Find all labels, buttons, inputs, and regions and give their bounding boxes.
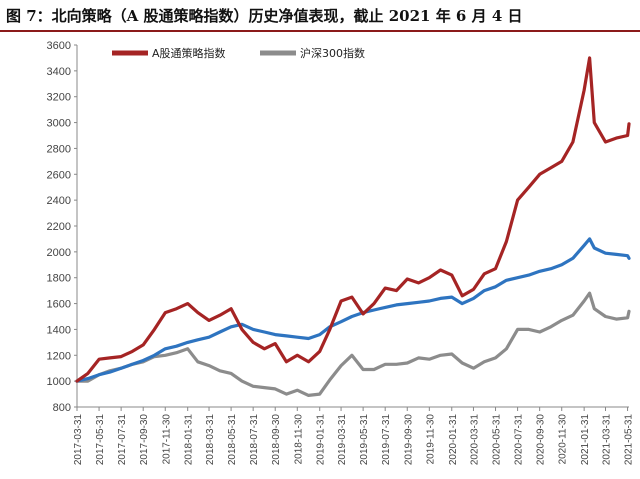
x-tick-label: 2018-07-31 — [249, 414, 260, 466]
legend: A股通策略指数 沪深300指数 — [112, 46, 365, 60]
x-tick-label: 2018-11-30 — [293, 414, 304, 465]
y-tick-label: 3400 — [47, 66, 71, 78]
series-lines — [75, 56, 631, 397]
y-tick-label: 2600 — [47, 169, 71, 181]
x-tick-label: 2020-03-31 — [469, 414, 480, 466]
y-tick-label: 3200 — [47, 92, 71, 104]
y-tick-label: 1400 — [47, 324, 71, 336]
x-tick-label: 2021-03-31 — [601, 414, 612, 466]
y-tick-label: 1800 — [47, 273, 71, 285]
x-tick-label: 2020-09-30 — [536, 414, 547, 466]
x-tick-label: 2017-05-31 — [95, 414, 106, 466]
y-tick-label: 3000 — [47, 118, 71, 130]
x-tick-label: 2017-09-30 — [139, 414, 150, 466]
x-tick-label: 2020-11-30 — [558, 414, 569, 465]
x-tick-label: 2019-05-31 — [359, 414, 370, 466]
series-line-2 — [75, 237, 631, 383]
x-tick-label: 2018-01-31 — [184, 414, 195, 466]
x-tick-label: 2021-01-31 — [580, 414, 591, 466]
x-tick-label: 2019-11-30 — [425, 414, 436, 465]
figure-title: 图 7：北向策略（A 股通策略指数）历史净值表现，截止 2021 年 6 月 4… — [6, 7, 523, 25]
y-tick-label: 1200 — [47, 350, 71, 362]
x-tick-label: 2017-11-30 — [161, 414, 172, 465]
x-tick-label: 2019-01-31 — [316, 414, 327, 466]
x-tick-label: 2017-07-31 — [117, 414, 128, 466]
y-tick-label: 1000 — [47, 376, 71, 388]
x-tick-label: 2019-03-31 — [337, 414, 348, 466]
legend-label-0: A股通策略指数 — [152, 46, 226, 60]
y-axis-ticks: 800 1000 1200 1400 1600 1800 2000 2200 2400 2600 2… — [47, 40, 77, 414]
y-tick-label: 2200 — [47, 221, 71, 233]
figure-title-bar: 图 7：北向策略（A 股通策略指数）历史净值表现，截止 2021 年 6 月 4… — [0, 0, 640, 32]
x-tick-label: 2019-09-30 — [403, 414, 414, 466]
legend-label-1: 沪深300指数 — [300, 46, 365, 60]
y-tick-label: 2000 — [47, 247, 71, 259]
x-tick-label: 2018-05-31 — [227, 414, 238, 466]
x-tick-label: 2018-09-30 — [271, 414, 282, 466]
y-tick-label: 3600 — [47, 40, 71, 52]
x-tick-label: 2021-05-31 — [624, 414, 635, 466]
series-line-1 — [75, 291, 631, 397]
x-tick-label: 2020-05-31 — [492, 414, 503, 466]
y-tick-label: 2800 — [47, 143, 71, 155]
x-tick-label: 2020-01-31 — [448, 414, 459, 466]
series-line-0 — [75, 56, 631, 383]
y-tick-label: 1600 — [47, 299, 71, 311]
x-tick-label: 2019-07-31 — [381, 414, 392, 466]
y-tick-label: 2400 — [47, 195, 71, 207]
y-tick-label: 800 — [53, 402, 71, 414]
x-axis-ticks: 2017-03-31 2017-05-31 2017-07-31 2017-09-30… — [73, 407, 635, 465]
x-tick-label: 2018-03-31 — [205, 414, 216, 466]
x-tick-label: 2017-03-31 — [73, 414, 84, 466]
x-tick-label: 2020-07-31 — [514, 414, 525, 466]
